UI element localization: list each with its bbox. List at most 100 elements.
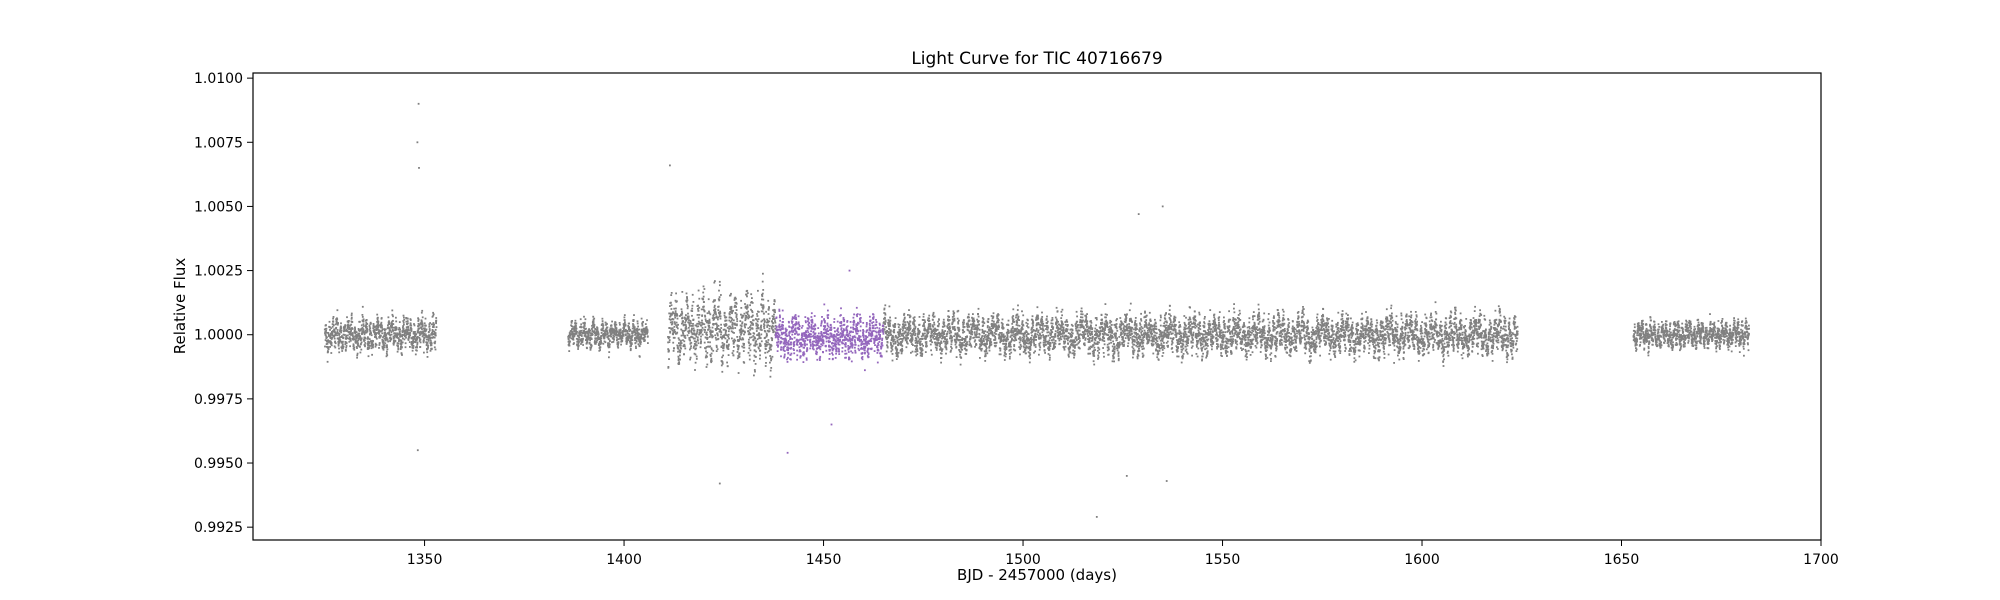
data-point-gray — [634, 342, 637, 344]
data-point-gray — [416, 345, 418, 348]
data-point-gray — [340, 322, 342, 325]
data-point-gray — [721, 362, 724, 365]
data-point-gray — [764, 336, 766, 339]
data-point-gray — [1041, 316, 1044, 318]
data-point-gray — [912, 344, 914, 346]
data-point-gray — [741, 330, 743, 333]
data-point-gray — [721, 342, 724, 344]
data-point-gray — [1078, 329, 1081, 332]
data-point-gray — [698, 323, 701, 325]
data-point-gray — [723, 336, 725, 339]
data-point-gray — [699, 346, 702, 349]
data-point-gray — [992, 316, 995, 319]
data-point-gray — [400, 353, 403, 355]
data-point-gray — [938, 332, 941, 335]
data-point-gray — [609, 330, 612, 332]
data-point-gray — [691, 310, 694, 312]
data-point-gray — [351, 328, 354, 330]
data-point-gray — [1037, 331, 1039, 333]
data-point-gray — [626, 340, 629, 343]
data-point-gray — [346, 316, 348, 319]
data-point-gray — [377, 331, 380, 333]
data-point-gray — [335, 323, 337, 326]
data-point-gray — [375, 327, 378, 330]
data-point-gray — [1005, 346, 1008, 349]
data-point-gray — [1077, 324, 1079, 326]
data-point-gray — [982, 324, 985, 327]
data-point-gray — [1002, 333, 1005, 336]
data-point-gray — [692, 323, 694, 325]
data-point-gray — [433, 323, 435, 326]
data-point-gray — [345, 328, 348, 331]
data-point-gray — [1055, 318, 1058, 321]
data-point-gray — [337, 332, 339, 334]
data-point-gray — [1052, 338, 1055, 341]
data-point-gray — [1012, 339, 1015, 342]
data-point-gray — [408, 329, 410, 332]
data-point-gray — [622, 324, 625, 327]
data-point-gray — [733, 346, 735, 348]
data-point-gray — [703, 331, 706, 333]
data-point-gray — [939, 347, 942, 349]
data-point-gray — [934, 333, 937, 335]
data-point-gray — [913, 329, 916, 332]
data-point-gray — [705, 354, 708, 357]
data-point-gray — [767, 299, 770, 302]
data-point-gray — [569, 334, 572, 337]
data-point-gray — [1054, 316, 1057, 319]
data-point-gray — [708, 321, 711, 324]
data-point-gray — [679, 351, 681, 354]
data-point-gray — [887, 332, 890, 334]
data-point-gray — [675, 321, 678, 324]
data-point-gray — [1088, 339, 1091, 342]
data-point-gray — [426, 347, 429, 350]
data-point-gray — [600, 332, 603, 334]
data-point-gray — [1081, 310, 1083, 313]
data-point-gray — [419, 346, 422, 348]
data-point-gray — [688, 322, 691, 324]
data-point-gray — [1009, 348, 1012, 351]
data-point-gray — [701, 333, 704, 336]
data-point-gray — [763, 312, 765, 315]
data-point-gray — [743, 324, 746, 327]
data-point-gray — [936, 332, 939, 335]
data-point-gray — [952, 320, 955, 323]
data-point-gray — [1088, 333, 1091, 335]
data-point-gray — [348, 340, 351, 343]
data-point-gray — [747, 330, 750, 332]
data-point-gray — [946, 342, 949, 345]
data-point-gray — [373, 328, 376, 331]
data-point-gray — [671, 322, 674, 325]
data-point-gray — [335, 320, 338, 323]
data-point-gray — [1075, 336, 1077, 338]
data-point-gray — [691, 327, 693, 330]
data-point-gray — [1088, 337, 1091, 339]
data-point-gray — [895, 351, 898, 353]
data-point-gray — [943, 333, 946, 335]
data-point-gray — [982, 321, 985, 323]
data-point-gray — [713, 312, 716, 315]
data-point-gray — [589, 334, 592, 337]
data-point-gray — [919, 340, 922, 343]
data-point-gray — [618, 329, 621, 332]
data-point-gray — [333, 337, 336, 340]
data-point-gray — [344, 334, 346, 336]
data-point-gray — [713, 306, 716, 309]
data-point-gray — [732, 350, 735, 352]
data-point-gray — [404, 335, 406, 338]
data-point-gray — [900, 334, 903, 337]
data-point-gray — [386, 338, 389, 341]
data-point-gray — [593, 325, 596, 328]
data-point-gray — [1096, 329, 1098, 331]
data-point-gray — [908, 327, 911, 329]
data-point-gray — [1062, 326, 1065, 329]
data-point-gray — [1085, 324, 1087, 326]
data-point-gray — [1098, 331, 1101, 333]
data-point-gray — [1047, 326, 1049, 329]
data-point-gray — [1089, 352, 1092, 355]
data-point-gray — [894, 317, 897, 319]
data-point-gray — [426, 342, 429, 344]
data-point-gray — [771, 337, 774, 340]
data-point-gray — [678, 338, 681, 341]
data-point-gray — [713, 309, 715, 312]
